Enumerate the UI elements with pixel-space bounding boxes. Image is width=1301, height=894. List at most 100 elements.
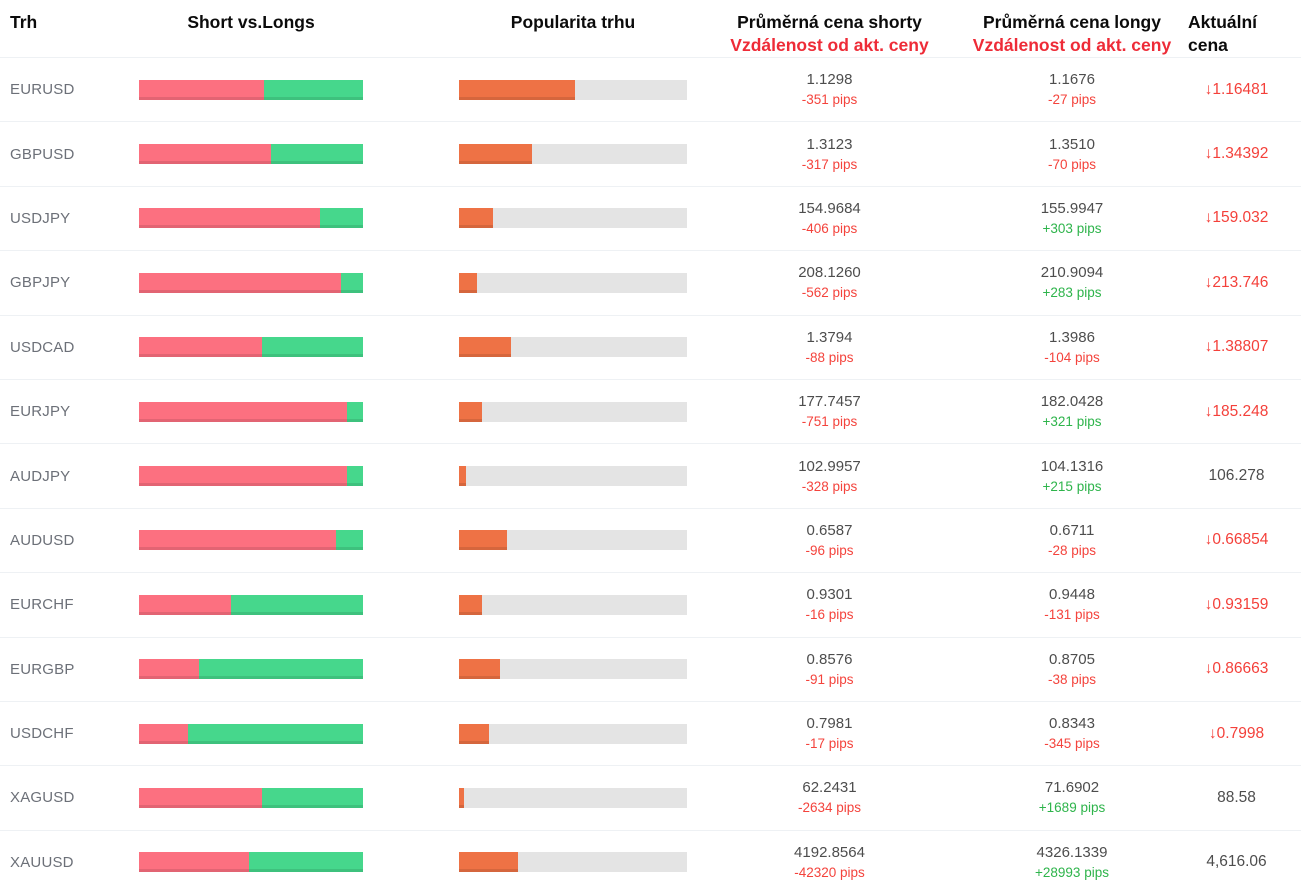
short-long-bar xyxy=(139,208,363,229)
long-bar-segment xyxy=(248,852,363,873)
short-avg-price: 0.7981 xyxy=(806,715,853,733)
short-avg-price: 208.1260 xyxy=(798,264,861,282)
table-row[interactable]: USDCAD 1.3794 -88 pips 1.3986 -104 pips … xyxy=(0,316,1301,380)
header-market: Trh xyxy=(10,12,38,32)
market-label: USDJPY xyxy=(10,209,71,227)
table-row[interactable]: USDJPY 154.9684 -406 pips 155.9947 +303 … xyxy=(0,187,1301,252)
header-long-distance: Vzdálenost od akt. ceny xyxy=(972,35,1172,55)
short-long-bar xyxy=(139,79,363,100)
popularity-bar xyxy=(459,466,687,487)
short-distance-pips: -16 pips xyxy=(805,607,854,623)
short-distance-pips: -17 pips xyxy=(805,736,854,752)
short-price-cell: 154.9684 -406 pips xyxy=(687,198,972,239)
short-long-bar xyxy=(139,723,363,744)
short-distance-pips: -751 pips xyxy=(801,414,858,430)
short-price-cell: 4192.8564 -42320 pips xyxy=(687,842,972,883)
current-price-cell: 4,616.06 xyxy=(1172,853,1301,871)
down-arrow-icon: ↓ xyxy=(1208,724,1217,742)
current-price-cell: ↓1.16481 xyxy=(1172,81,1301,99)
popularity-fill xyxy=(459,852,519,873)
market-label: USDCHF xyxy=(10,725,74,743)
table-row[interactable]: AUDUSD 0.6587 -96 pips 0.6711 -28 pips ↓… xyxy=(0,509,1301,574)
popularity-fill xyxy=(459,659,501,680)
short-long-bar xyxy=(139,852,363,873)
short-bar-segment xyxy=(139,208,321,229)
popularity-fill xyxy=(459,787,464,808)
long-price-cell: 0.8343 -345 pips xyxy=(972,713,1172,754)
table-row[interactable]: AUDJPY 102.9957 -328 pips 104.1316 +215 … xyxy=(0,444,1301,509)
popularity-bar xyxy=(459,337,687,358)
down-arrow-icon: ↓ xyxy=(1204,273,1213,291)
long-distance-pips: -345 pips xyxy=(1044,736,1100,752)
popularity-bar xyxy=(459,659,687,680)
short-distance-pips: -406 pips xyxy=(801,220,858,236)
market-label: EURJPY xyxy=(10,403,71,421)
short-long-bar xyxy=(139,337,363,358)
market-label: AUDJPY xyxy=(10,467,71,485)
header-long-price: Průměrná cena longy Vzdálenost od akt. c… xyxy=(972,0,1172,57)
table-row[interactable]: EURCHF 0.9301 -16 pips 0.9448 -131 pips … xyxy=(0,573,1301,638)
short-bar-segment xyxy=(139,530,337,551)
popularity-fill xyxy=(459,401,482,422)
short-price-cell: 0.8576 -91 pips xyxy=(687,649,972,690)
long-price-cell: 155.9947 +303 pips xyxy=(972,198,1172,239)
current-price-cell: 106.278 xyxy=(1172,467,1301,485)
short-bar-segment xyxy=(139,401,348,422)
current-price-value: 0.66854 xyxy=(1212,531,1269,549)
long-price-cell: 0.9448 -131 pips xyxy=(972,584,1172,625)
short-distance-pips: -328 pips xyxy=(801,478,858,494)
table-row[interactable]: EURGBP 0.8576 -91 pips 0.8705 -38 pips ↓… xyxy=(0,638,1301,702)
down-arrow-icon: ↓ xyxy=(1204,660,1213,678)
popularity-bar xyxy=(459,723,687,744)
popularity-fill xyxy=(459,594,482,615)
table-row[interactable]: EURJPY 177.7457 -751 pips 182.0428 +321 … xyxy=(0,380,1301,445)
table-row[interactable]: GBPUSD 1.3123 -317 pips 1.3510 -70 pips … xyxy=(0,122,1301,187)
long-price-cell: 71.6902 +1689 pips xyxy=(972,777,1172,818)
down-arrow-icon: ↓ xyxy=(1204,338,1213,356)
long-distance-pips: +303 pips xyxy=(1042,220,1102,236)
header-current-price: Aktuální cena xyxy=(1188,12,1258,55)
current-price-value: 4,616.06 xyxy=(1206,853,1267,871)
short-avg-price: 1.3794 xyxy=(806,328,853,346)
popularity-fill xyxy=(459,530,507,551)
short-bar-segment xyxy=(139,659,200,680)
popularity-bar xyxy=(459,530,687,551)
current-price-cell: ↓159.032 xyxy=(1172,209,1301,227)
short-bar-segment xyxy=(139,466,348,487)
table-row[interactable]: XAGUSD 62.2431 -2634 pips 71.6902 +1689 … xyxy=(0,766,1301,831)
long-price-cell: 210.9094 +283 pips xyxy=(972,262,1172,303)
current-price-value: 159.032 xyxy=(1212,209,1269,227)
long-avg-price: 210.9094 xyxy=(1040,264,1104,282)
down-arrow-icon: ↓ xyxy=(1204,402,1213,420)
long-avg-price: 1.3510 xyxy=(1049,135,1095,153)
market-label: XAUUSD xyxy=(10,853,74,871)
long-distance-pips: -104 pips xyxy=(1044,349,1100,365)
current-price-value: 106.278 xyxy=(1208,467,1265,485)
long-bar-segment xyxy=(336,530,363,551)
market-label: GBPJPY xyxy=(10,274,71,292)
current-price-value: 1.38807 xyxy=(1212,338,1269,356)
short-avg-price: 0.9301 xyxy=(806,586,853,604)
table-row[interactable]: XAUUSD 4192.8564 -42320 pips 4326.1339 +… xyxy=(0,831,1301,894)
short-avg-price: 0.6587 xyxy=(806,521,853,539)
down-arrow-icon: ↓ xyxy=(1204,80,1213,98)
long-avg-price: 0.8343 xyxy=(1049,715,1095,733)
short-avg-price: 4192.8564 xyxy=(794,843,865,861)
current-price-cell: ↓0.7998 xyxy=(1172,725,1301,743)
popularity-fill xyxy=(459,272,478,293)
header-short-price: Průměrná cena shorty Vzdálenost od akt. … xyxy=(687,0,972,57)
current-price-cell: ↓0.93159 xyxy=(1172,596,1301,614)
short-price-cell: 0.6587 -96 pips xyxy=(687,520,972,561)
short-distance-pips: -351 pips xyxy=(801,92,858,108)
table-row[interactable]: USDCHF 0.7981 -17 pips 0.8343 -345 pips … xyxy=(0,702,1301,767)
popularity-bar xyxy=(459,208,687,229)
short-distance-pips: -91 pips xyxy=(805,671,854,687)
current-price-cell: 88.58 xyxy=(1172,789,1301,807)
long-distance-pips: -38 pips xyxy=(1047,671,1097,687)
long-avg-price: 4326.1339 xyxy=(1036,843,1108,861)
market-label: GBPUSD xyxy=(10,145,75,163)
table-row[interactable]: GBPJPY 208.1260 -562 pips 210.9094 +283 … xyxy=(0,251,1301,316)
current-price-value: 88.58 xyxy=(1217,788,1256,806)
short-long-bar xyxy=(139,530,363,551)
table-row[interactable]: EURUSD 1.1298 -351 pips 1.1676 -27 pips … xyxy=(0,58,1301,123)
